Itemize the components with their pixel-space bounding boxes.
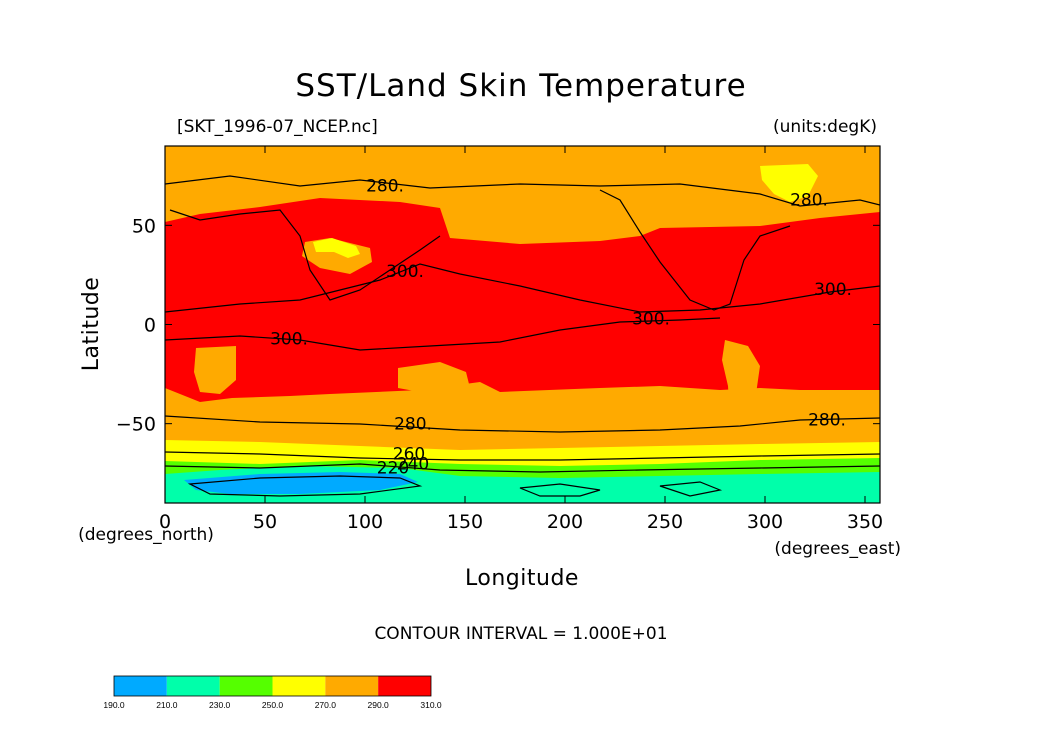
contour-300-north: [165, 263, 880, 313]
colorbar: 190.0 210.0 230.0 250.0 270.0 290.0 310.0: [103, 675, 442, 710]
contour-label: 280.: [366, 177, 404, 197]
y-unit-label: (degrees_north): [78, 525, 214, 545]
contour-interval-label: CONTOUR INTERVAL = 1.000E+01: [374, 624, 667, 644]
y-tick-label: −50: [116, 414, 156, 436]
file-label: [SKT_1996-07_NCEP.nc]: [177, 117, 378, 137]
contour-label: 300.: [814, 280, 852, 300]
contour-220: [187, 475, 423, 497]
region-africa-south-orange: [194, 346, 236, 394]
colorbar-tick-label: 310.0: [420, 700, 442, 710]
x-tick-label: 200: [547, 511, 583, 533]
contour-label: 280.: [808, 411, 846, 431]
plot-area: 280. 280. 300. 300. 300. 300. 280. 280. 26022024…: [165, 146, 880, 503]
contour-labels: 280. 280. 300. 300. 300. 300. 280. 280. 26022024…: [270, 177, 852, 479]
coastline-eurasia: [169, 209, 441, 301]
y-axis-label: Latitude: [79, 277, 104, 372]
colorbar-tick-label: 190.0: [103, 700, 125, 710]
contour-label: 260: [393, 444, 425, 464]
colorbar-tick-label: 230.0: [209, 700, 231, 710]
contour-label: 220: [377, 458, 409, 478]
contour-260: [165, 451, 880, 461]
x-tick-label: 0: [159, 511, 171, 533]
x-axis: 0 50 100 150 200 250 300 350: [159, 146, 883, 533]
colorbar-swatch: [325, 676, 379, 696]
x-tick-label: 350: [847, 511, 883, 533]
contour-label: 280.: [394, 415, 432, 435]
x-tick-label: 250: [647, 511, 683, 533]
coastline-north-america: [599, 189, 791, 311]
contour-label: 300.: [270, 329, 308, 349]
region-tibet-yellow: [313, 238, 360, 258]
region-south-america-orange: [722, 340, 760, 432]
x-unit-label: (degrees_east): [774, 539, 901, 559]
contour-240: [165, 463, 880, 473]
contour-lines: [165, 175, 880, 497]
contour-label: 240: [397, 454, 429, 474]
x-tick-label: 100: [347, 511, 383, 533]
colorbar-tick-label: 270.0: [315, 700, 337, 710]
x-tick-label: 150: [447, 511, 483, 533]
y-tick-label: 50: [132, 215, 156, 237]
colorbar-swatch: [272, 676, 326, 696]
contour-label: 280.: [790, 191, 828, 211]
region-greenland-yellow: [760, 164, 818, 202]
colorbar-tick-label: 210.0: [156, 700, 178, 710]
y-axis: 50 0 −50: [116, 215, 880, 436]
contour-antarctic-loops: [519, 481, 723, 497]
region-antarctica-blue: [184, 472, 418, 494]
contour-280-south: [165, 415, 880, 433]
x-tick-label: 300: [747, 511, 783, 533]
x-tick-label: 50: [253, 511, 277, 533]
y-tick-label: 0: [144, 315, 156, 337]
colorbar-frame: [113, 675, 432, 697]
colorbar-swatch: [378, 676, 431, 696]
region-australia-orange: [398, 362, 470, 394]
colorbar-swatch: [114, 676, 167, 696]
contour-label: 300.: [632, 310, 670, 330]
contour-300-south: [165, 317, 721, 351]
colorbar-swatch: [166, 676, 220, 696]
units-label: (units:degK): [773, 117, 877, 137]
chart-title: SST/Land Skin Temperature: [295, 68, 746, 104]
colorbar-tick-label: 250.0: [262, 700, 284, 710]
contour-280-north: [165, 175, 880, 207]
colorbar-tick-label: 290.0: [368, 700, 390, 710]
x-axis-label: Longitude: [465, 566, 579, 591]
contour-label: 300.: [386, 262, 424, 282]
colorbar-swatch: [219, 676, 273, 696]
